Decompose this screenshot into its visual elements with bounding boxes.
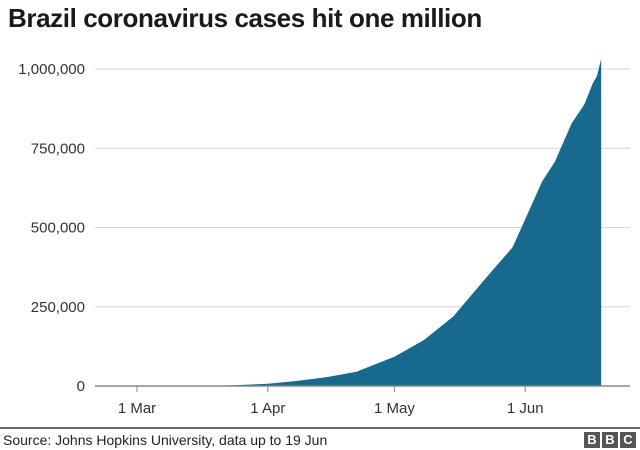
x-tick-label: 1 Apr — [250, 400, 285, 417]
y-tick-label: 500,000 — [31, 220, 85, 237]
cases-area — [120, 58, 602, 386]
bbc-logo-b2: B — [602, 432, 618, 448]
y-axis-labels: 0 250,000 500,000 750,000 1,000,000 — [18, 61, 85, 395]
x-tick-label: 1 May — [374, 400, 415, 417]
bbc-logo-c: C — [620, 432, 636, 448]
bbc-logo-b1: B — [584, 432, 600, 448]
x-axis-ticks: 1 Mar 1 Apr 1 May 1 Jun — [118, 386, 544, 417]
footer-divider — [0, 427, 640, 429]
source-note: Source: Johns Hopkins University, data u… — [3, 432, 328, 448]
y-tick-label: 750,000 — [31, 140, 85, 157]
bbc-logo: B B C — [584, 432, 636, 448]
chart-title: Brazil coronavirus cases hit one million — [8, 3, 482, 33]
y-tick-label: 0 — [77, 378, 85, 395]
x-tick-label: 1 Mar — [118, 400, 156, 417]
y-tick-label: 1,000,000 — [18, 61, 85, 78]
y-tick-label: 250,000 — [31, 299, 85, 316]
x-tick-label: 1 Jun — [507, 400, 544, 417]
